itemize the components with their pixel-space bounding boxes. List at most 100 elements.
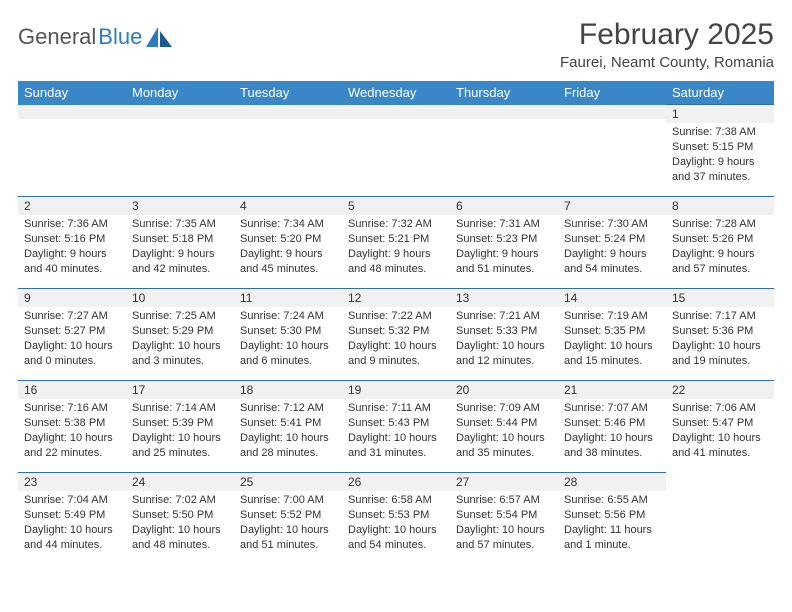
logo-text-1: General <box>18 24 96 50</box>
sunset-line: Sunset: 5:16 PM <box>24 232 120 247</box>
day-number: 16 <box>18 381 126 399</box>
calendar-cell: 13Sunrise: 7:21 AMSunset: 5:33 PMDayligh… <box>450 289 558 381</box>
calendar-week-row: 2Sunrise: 7:36 AMSunset: 5:16 PMDaylight… <box>18 197 774 289</box>
daylight-line: Daylight: 10 hours and 0 minutes. <box>24 339 120 369</box>
daylight-line: Daylight: 10 hours and 51 minutes. <box>240 523 336 553</box>
daylight-line: Daylight: 10 hours and 28 minutes. <box>240 431 336 461</box>
day-number: 14 <box>558 289 666 307</box>
weekday-header: Wednesday <box>342 81 450 105</box>
sunrise-line: Sunrise: 7:16 AM <box>24 401 120 416</box>
weekday-header-row: Sunday Monday Tuesday Wednesday Thursday… <box>18 81 774 105</box>
sunrise-line: Sunrise: 7:32 AM <box>348 217 444 232</box>
day-info: Sunrise: 7:28 AMSunset: 5:26 PMDaylight:… <box>666 215 774 280</box>
sunset-line: Sunset: 5:30 PM <box>240 324 336 339</box>
day-info: Sunrise: 7:32 AMSunset: 5:21 PMDaylight:… <box>342 215 450 280</box>
weekday-header: Sunday <box>18 81 126 105</box>
calendar-cell <box>234 105 342 197</box>
day-info: Sunrise: 7:02 AMSunset: 5:50 PMDaylight:… <box>126 491 234 556</box>
calendar-cell: 22Sunrise: 7:06 AMSunset: 5:47 PMDayligh… <box>666 381 774 473</box>
day-number: 19 <box>342 381 450 399</box>
calendar-cell: 19Sunrise: 7:11 AMSunset: 5:43 PMDayligh… <box>342 381 450 473</box>
sunrise-line: Sunrise: 7:36 AM <box>24 217 120 232</box>
daylight-line: Daylight: 10 hours and 48 minutes. <box>132 523 228 553</box>
sunset-line: Sunset: 5:35 PM <box>564 324 660 339</box>
daylight-line: Daylight: 11 hours and 1 minute. <box>564 523 660 553</box>
sunrise-line: Sunrise: 7:28 AM <box>672 217 768 232</box>
sunset-line: Sunset: 5:36 PM <box>672 324 768 339</box>
sunrise-line: Sunrise: 7:31 AM <box>456 217 552 232</box>
calendar-cell <box>666 473 774 565</box>
day-info: Sunrise: 6:57 AMSunset: 5:54 PMDaylight:… <box>450 491 558 556</box>
daylight-line: Daylight: 10 hours and 44 minutes. <box>24 523 120 553</box>
day-number: 5 <box>342 197 450 215</box>
sunset-line: Sunset: 5:50 PM <box>132 508 228 523</box>
day-info: Sunrise: 7:06 AMSunset: 5:47 PMDaylight:… <box>666 399 774 464</box>
calendar-cell <box>450 105 558 197</box>
day-info: Sunrise: 6:55 AMSunset: 5:56 PMDaylight:… <box>558 491 666 556</box>
calendar-cell: 16Sunrise: 7:16 AMSunset: 5:38 PMDayligh… <box>18 381 126 473</box>
daylight-line: Daylight: 10 hours and 38 minutes. <box>564 431 660 461</box>
day-number: 17 <box>126 381 234 399</box>
empty-day-strip <box>18 105 126 119</box>
sunset-line: Sunset: 5:18 PM <box>132 232 228 247</box>
sunrise-line: Sunrise: 7:09 AM <box>456 401 552 416</box>
day-info: Sunrise: 7:00 AMSunset: 5:52 PMDaylight:… <box>234 491 342 556</box>
day-info: Sunrise: 7:22 AMSunset: 5:32 PMDaylight:… <box>342 307 450 372</box>
daylight-line: Daylight: 9 hours and 51 minutes. <box>456 247 552 277</box>
day-info: Sunrise: 7:21 AMSunset: 5:33 PMDaylight:… <box>450 307 558 372</box>
sunset-line: Sunset: 5:43 PM <box>348 416 444 431</box>
calendar-table: Sunday Monday Tuesday Wednesday Thursday… <box>18 81 774 565</box>
sunset-line: Sunset: 5:38 PM <box>24 416 120 431</box>
sunrise-line: Sunrise: 7:24 AM <box>240 309 336 324</box>
calendar-cell: 7Sunrise: 7:30 AMSunset: 5:24 PMDaylight… <box>558 197 666 289</box>
day-info: Sunrise: 7:19 AMSunset: 5:35 PMDaylight:… <box>558 307 666 372</box>
sunrise-line: Sunrise: 7:17 AM <box>672 309 768 324</box>
sunrise-line: Sunrise: 7:19 AM <box>564 309 660 324</box>
daylight-line: Daylight: 10 hours and 57 minutes. <box>456 523 552 553</box>
day-info: Sunrise: 7:35 AMSunset: 5:18 PMDaylight:… <box>126 215 234 280</box>
daylight-line: Daylight: 9 hours and 40 minutes. <box>24 247 120 277</box>
day-info: Sunrise: 7:14 AMSunset: 5:39 PMDaylight:… <box>126 399 234 464</box>
day-info: Sunrise: 7:16 AMSunset: 5:38 PMDaylight:… <box>18 399 126 464</box>
day-number: 24 <box>126 473 234 491</box>
calendar-cell: 27Sunrise: 6:57 AMSunset: 5:54 PMDayligh… <box>450 473 558 565</box>
sunrise-line: Sunrise: 7:14 AM <box>132 401 228 416</box>
day-info: Sunrise: 7:30 AMSunset: 5:24 PMDaylight:… <box>558 215 666 280</box>
sunset-line: Sunset: 5:39 PM <box>132 416 228 431</box>
sunrise-line: Sunrise: 7:30 AM <box>564 217 660 232</box>
day-number: 15 <box>666 289 774 307</box>
day-number: 10 <box>126 289 234 307</box>
day-number: 11 <box>234 289 342 307</box>
day-info: Sunrise: 7:34 AMSunset: 5:20 PMDaylight:… <box>234 215 342 280</box>
empty-day-strip <box>126 105 234 119</box>
daylight-line: Daylight: 10 hours and 22 minutes. <box>24 431 120 461</box>
day-info: Sunrise: 6:58 AMSunset: 5:53 PMDaylight:… <box>342 491 450 556</box>
calendar-cell: 4Sunrise: 7:34 AMSunset: 5:20 PMDaylight… <box>234 197 342 289</box>
daylight-line: Daylight: 9 hours and 48 minutes. <box>348 247 444 277</box>
calendar-cell: 28Sunrise: 6:55 AMSunset: 5:56 PMDayligh… <box>558 473 666 565</box>
day-info: Sunrise: 7:09 AMSunset: 5:44 PMDaylight:… <box>450 399 558 464</box>
sunrise-line: Sunrise: 7:38 AM <box>672 125 768 140</box>
day-info: Sunrise: 7:36 AMSunset: 5:16 PMDaylight:… <box>18 215 126 280</box>
day-number: 2 <box>18 197 126 215</box>
logo-sail-icon <box>146 27 172 47</box>
weekday-header: Thursday <box>450 81 558 105</box>
logo-text-2: Blue <box>98 24 142 50</box>
day-number: 8 <box>666 197 774 215</box>
calendar-cell: 3Sunrise: 7:35 AMSunset: 5:18 PMDaylight… <box>126 197 234 289</box>
title-block: February 2025 Faurei, Neamt County, Roma… <box>560 18 774 71</box>
sunrise-line: Sunrise: 7:06 AM <box>672 401 768 416</box>
sunset-line: Sunset: 5:24 PM <box>564 232 660 247</box>
calendar-cell: 21Sunrise: 7:07 AMSunset: 5:46 PMDayligh… <box>558 381 666 473</box>
calendar-cell: 8Sunrise: 7:28 AMSunset: 5:26 PMDaylight… <box>666 197 774 289</box>
calendar-cell <box>18 105 126 197</box>
daylight-line: Daylight: 10 hours and 54 minutes. <box>348 523 444 553</box>
sunset-line: Sunset: 5:15 PM <box>672 140 768 155</box>
daylight-line: Daylight: 9 hours and 42 minutes. <box>132 247 228 277</box>
calendar-cell: 25Sunrise: 7:00 AMSunset: 5:52 PMDayligh… <box>234 473 342 565</box>
location: Faurei, Neamt County, Romania <box>560 54 774 71</box>
empty-day-strip <box>450 105 558 119</box>
sunset-line: Sunset: 5:23 PM <box>456 232 552 247</box>
sunrise-line: Sunrise: 6:55 AM <box>564 493 660 508</box>
daylight-line: Daylight: 10 hours and 6 minutes. <box>240 339 336 369</box>
